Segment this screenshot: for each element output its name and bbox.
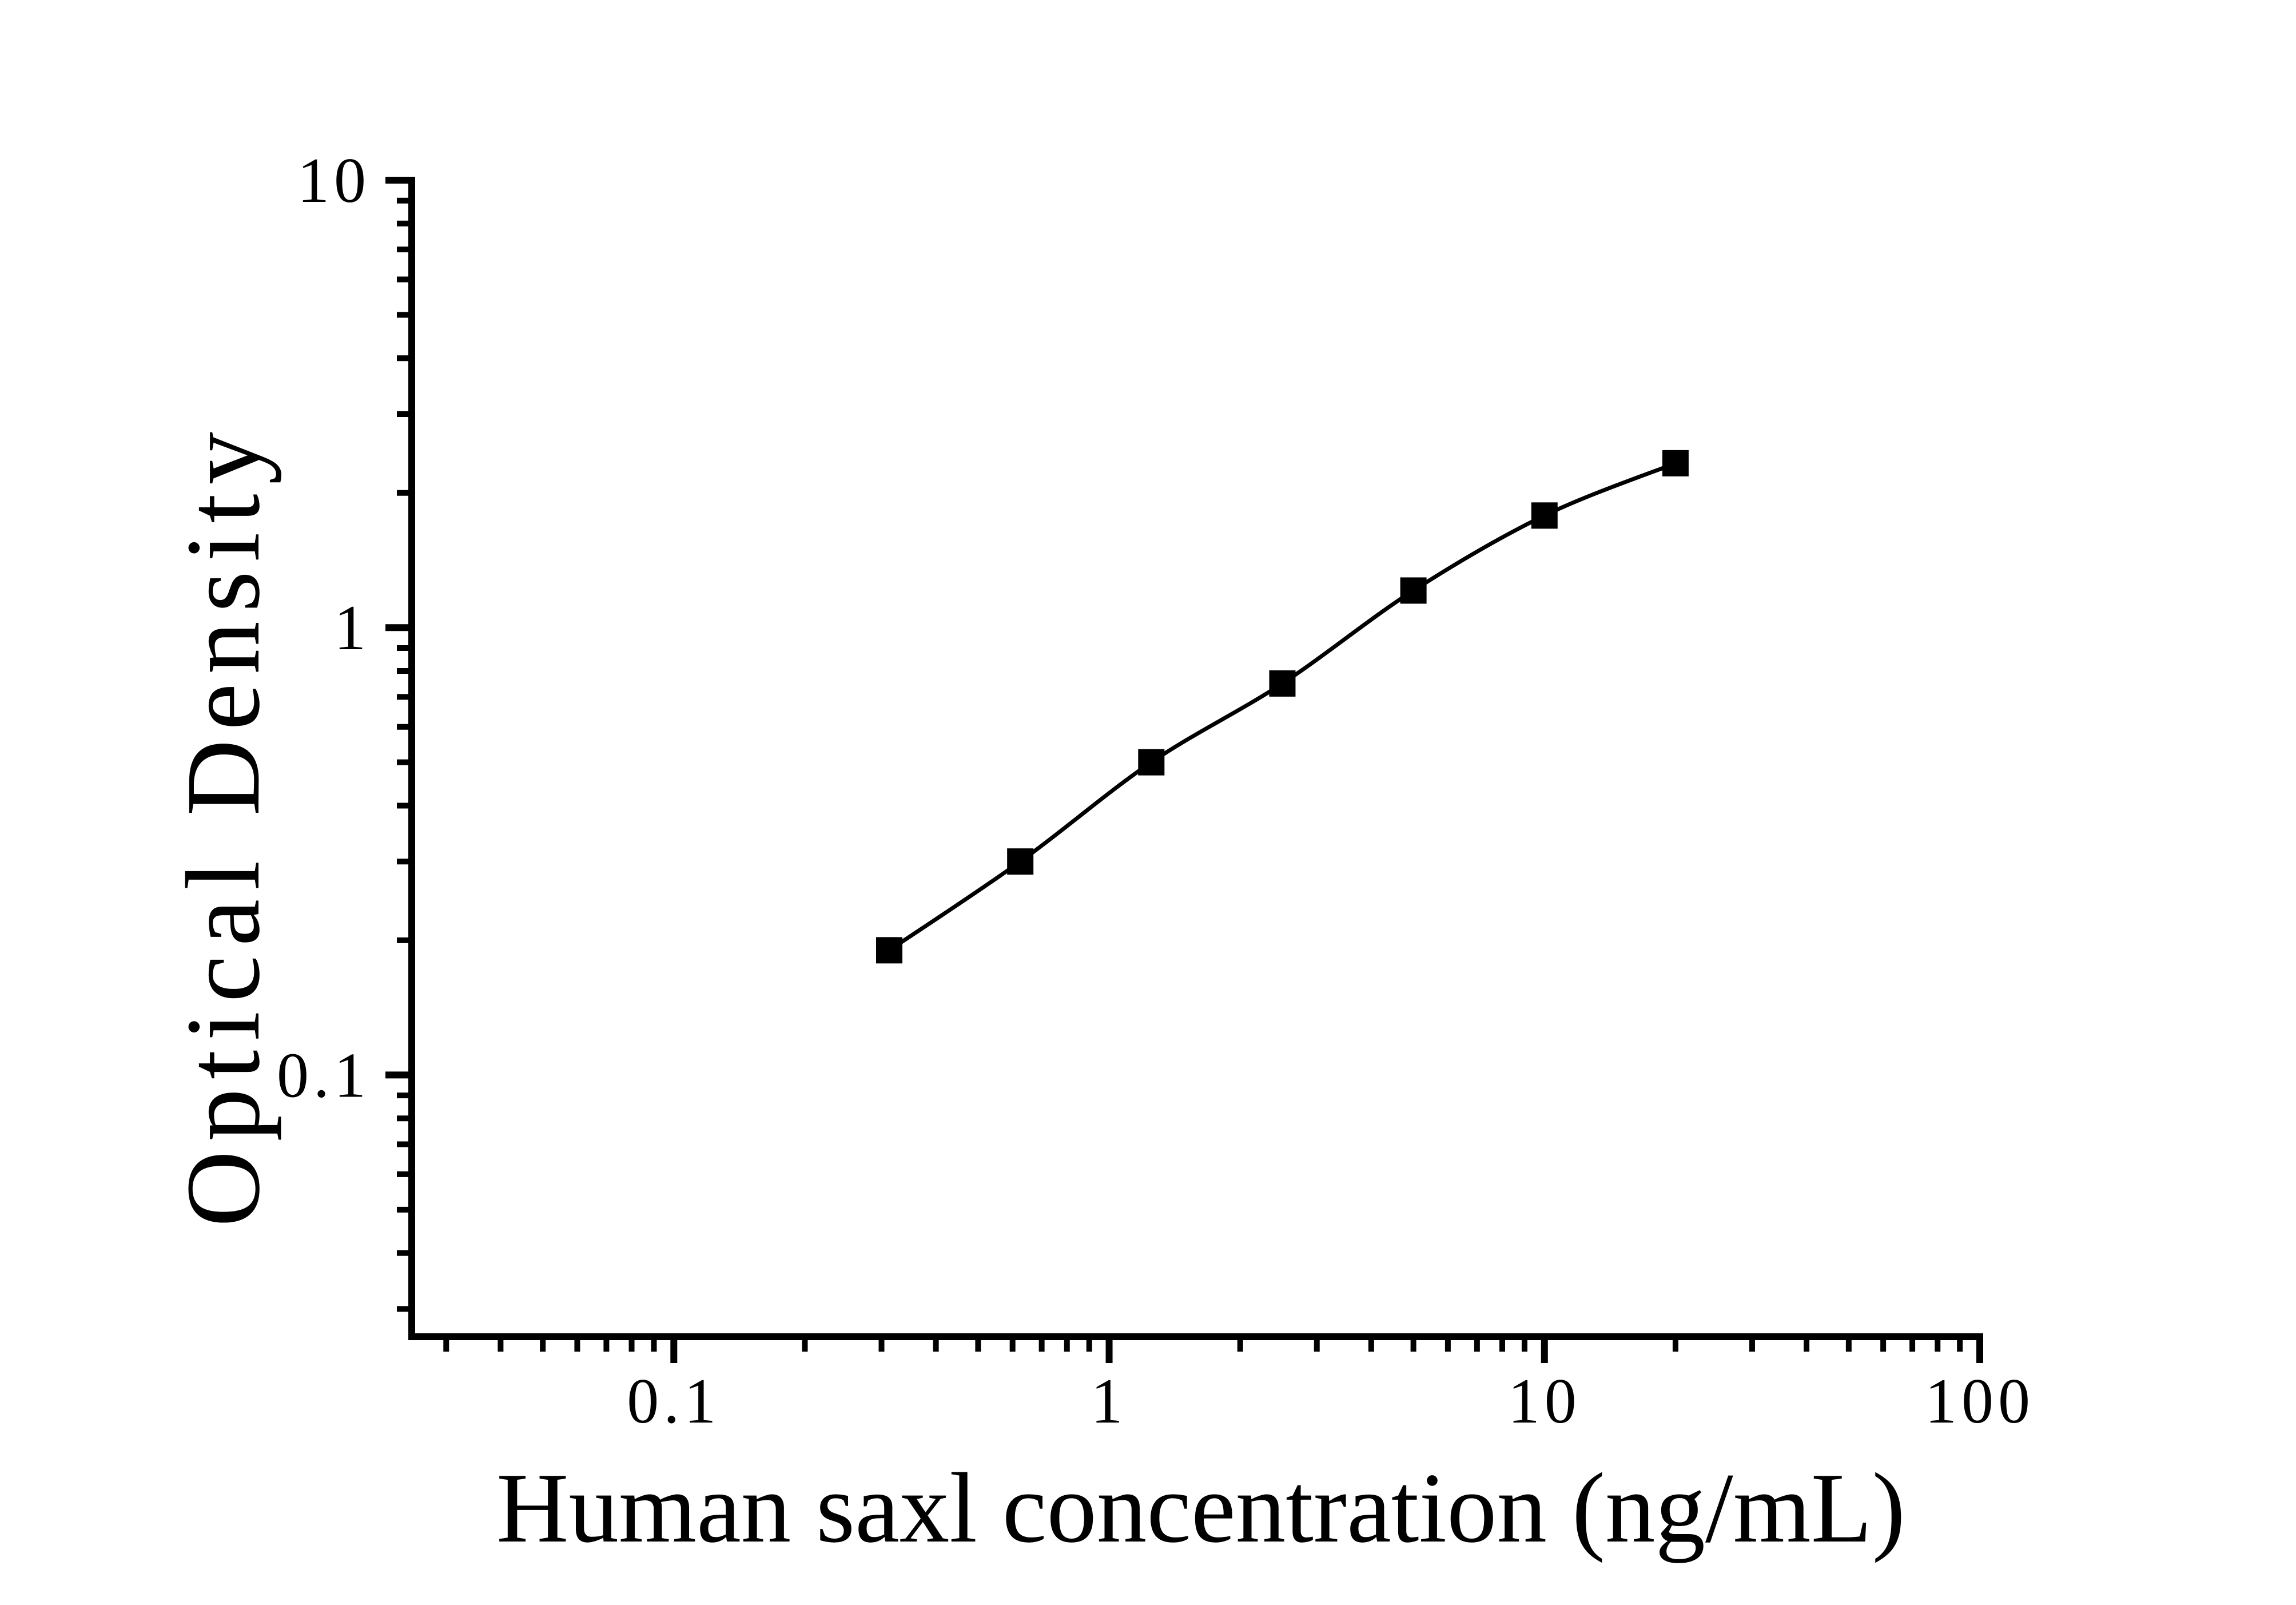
- x-tick-label: 1: [1091, 1366, 1128, 1437]
- data-point-marker: [1531, 502, 1558, 529]
- x-axis-title: Human saxl concentration (ng/mL): [496, 1452, 1905, 1563]
- x-tick-label: 10: [1508, 1366, 1581, 1437]
- standard-curve-line: [888, 461, 1677, 952]
- data-point-marker: [876, 937, 903, 964]
- x-tick-label: 0.1: [627, 1366, 721, 1437]
- data-point-marker: [1138, 749, 1165, 776]
- y-tick-label: 1: [334, 593, 371, 664]
- data-point-marker: [1007, 848, 1034, 875]
- y-tick-label: 0.1: [277, 1040, 371, 1111]
- plot-layer: 0.1 1 10 100 0.1 1 10: [277, 145, 2035, 1437]
- data-point-marker: [1400, 577, 1427, 604]
- data-point-marker: [1662, 450, 1689, 476]
- y-axis-title: Optical Density: [165, 423, 282, 1227]
- data-point-marker: [1269, 670, 1296, 697]
- x-tick-label: 100: [1925, 1366, 2035, 1437]
- y-tick-label: 10: [297, 145, 371, 216]
